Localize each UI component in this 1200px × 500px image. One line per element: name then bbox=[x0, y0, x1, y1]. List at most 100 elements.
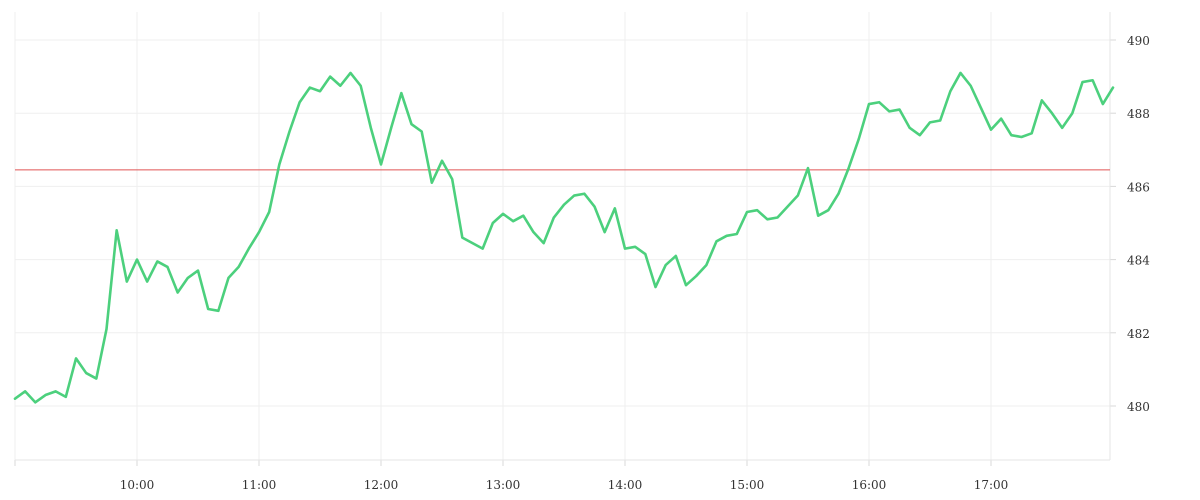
data-point bbox=[1071, 112, 1073, 114]
data-point bbox=[553, 216, 555, 218]
data-point bbox=[654, 286, 656, 288]
data-point bbox=[431, 182, 433, 184]
x-tick-label: 13:00 bbox=[486, 478, 521, 492]
label-layer: 10:00 11:00 12:00 13:00 14:00 15:00 16:00 17:00… bbox=[120, 34, 1151, 492]
data-point bbox=[878, 101, 880, 103]
data-point bbox=[298, 101, 300, 103]
data-point bbox=[847, 167, 849, 169]
data-point bbox=[685, 284, 687, 286]
data-point bbox=[664, 264, 666, 266]
x-tick-label: 14:00 bbox=[608, 478, 643, 492]
data-point bbox=[400, 92, 402, 94]
series-line bbox=[13, 71, 1115, 404]
data-point bbox=[1000, 117, 1002, 119]
y-tick-label: 480 bbox=[1127, 400, 1150, 414]
data-point bbox=[1020, 136, 1022, 138]
series-layer bbox=[13, 71, 1115, 404]
data-point bbox=[237, 266, 239, 268]
data-point bbox=[1041, 99, 1043, 101]
data-point bbox=[1081, 81, 1083, 83]
y-tick-label: 490 bbox=[1127, 34, 1150, 48]
x-tick-label: 16:00 bbox=[852, 478, 887, 492]
x-tick-label: 15:00 bbox=[730, 478, 765, 492]
data-point bbox=[105, 328, 107, 330]
data-point bbox=[512, 220, 514, 222]
data-point bbox=[359, 85, 361, 87]
data-point bbox=[85, 372, 87, 374]
data-point bbox=[817, 214, 819, 216]
data-point bbox=[44, 394, 46, 396]
data-point bbox=[888, 110, 890, 112]
data-point bbox=[410, 123, 412, 125]
data-point bbox=[349, 72, 351, 74]
data-point bbox=[898, 108, 900, 110]
data-point bbox=[522, 214, 524, 216]
data-point bbox=[187, 277, 189, 279]
data-point bbox=[492, 222, 494, 224]
y-tick-label: 484 bbox=[1127, 254, 1150, 268]
data-point bbox=[309, 86, 311, 88]
data-point bbox=[176, 291, 178, 293]
data-point bbox=[441, 160, 443, 162]
data-point bbox=[329, 75, 331, 77]
data-point bbox=[797, 194, 799, 196]
data-point bbox=[786, 205, 788, 207]
data-point bbox=[969, 85, 971, 87]
data-point bbox=[756, 209, 758, 211]
data-point bbox=[593, 205, 595, 207]
data-point bbox=[644, 253, 646, 255]
data-point bbox=[166, 266, 168, 268]
data-point bbox=[949, 90, 951, 92]
data-point bbox=[614, 207, 616, 209]
data-point bbox=[542, 242, 544, 244]
data-point bbox=[1091, 79, 1093, 81]
data-point bbox=[725, 235, 727, 237]
x-tick-label: 17:00 bbox=[974, 478, 1009, 492]
data-point bbox=[95, 377, 97, 379]
data-point bbox=[319, 90, 321, 92]
data-point bbox=[14, 397, 16, 399]
data-point bbox=[370, 127, 372, 129]
data-point bbox=[451, 178, 453, 180]
x-tick-label: 11:00 bbox=[242, 478, 277, 492]
y-tick-label: 486 bbox=[1127, 180, 1150, 194]
data-point bbox=[573, 194, 575, 196]
data-point bbox=[248, 247, 250, 249]
data-point bbox=[339, 85, 341, 87]
data-point bbox=[1051, 112, 1053, 114]
data-point bbox=[65, 396, 67, 398]
data-point bbox=[227, 277, 229, 279]
data-point bbox=[54, 390, 56, 392]
data-point bbox=[126, 280, 128, 282]
data-point bbox=[258, 231, 260, 233]
y-tick-label: 488 bbox=[1127, 107, 1150, 121]
data-point bbox=[471, 242, 473, 244]
data-point bbox=[136, 258, 138, 260]
data-point bbox=[807, 167, 809, 169]
data-point bbox=[502, 213, 504, 215]
data-point bbox=[461, 236, 463, 238]
data-point bbox=[980, 107, 982, 109]
data-point bbox=[115, 229, 117, 231]
y-tick-label: 482 bbox=[1127, 327, 1150, 341]
grid-layer bbox=[14, 12, 1110, 460]
data-point bbox=[746, 211, 748, 213]
data-point bbox=[695, 275, 697, 277]
data-point bbox=[715, 240, 717, 242]
data-point bbox=[146, 280, 148, 282]
data-point bbox=[217, 310, 219, 312]
data-point bbox=[380, 163, 382, 165]
data-point bbox=[959, 72, 961, 74]
axis-layer bbox=[14, 12, 1116, 466]
data-point bbox=[990, 128, 992, 130]
data-point bbox=[929, 121, 931, 123]
data-point bbox=[634, 246, 636, 248]
data-point bbox=[481, 247, 483, 249]
data-point bbox=[288, 130, 290, 132]
data-point bbox=[278, 163, 280, 165]
data-point bbox=[776, 216, 778, 218]
data-point bbox=[908, 127, 910, 129]
data-point bbox=[563, 204, 565, 206]
